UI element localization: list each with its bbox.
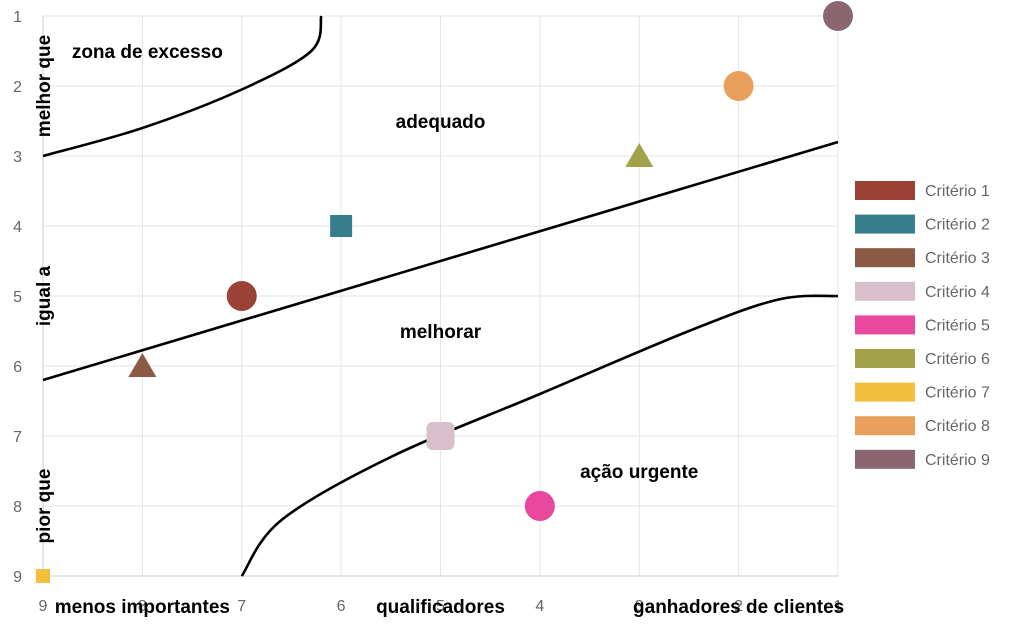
y-tick-label: 5 bbox=[13, 289, 22, 306]
legend-label: Critério 9 bbox=[925, 452, 990, 469]
zone-boundaries bbox=[42, 15, 839, 577]
x-tick-label: 1 bbox=[834, 598, 843, 615]
legend-label: Critério 5 bbox=[925, 317, 990, 334]
data-points bbox=[36, 1, 853, 583]
legend-swatch bbox=[855, 416, 915, 436]
data-point bbox=[128, 353, 157, 377]
legend-swatch bbox=[855, 382, 915, 402]
y-category-label: igual a bbox=[34, 265, 55, 326]
legend-swatch bbox=[855, 214, 915, 234]
y-category-label: melhor que bbox=[34, 35, 55, 137]
y-tick-label: 3 bbox=[13, 149, 22, 166]
y-tick-label: 2 bbox=[13, 79, 22, 96]
zone-label: ação urgente bbox=[580, 462, 698, 483]
x-tick-label: 7 bbox=[237, 598, 246, 615]
legend: Critério 1 Critério 2 Critério 3 Critério 4… bbox=[855, 181, 990, 469]
zone-labels: zona de excesso adequado melhorar ação urge… bbox=[72, 42, 699, 483]
legend-label: Critério 7 bbox=[925, 385, 990, 402]
y-axis-ticks: 1 2 3 4 5 6 7 8 9 bbox=[13, 9, 22, 586]
y-tick-label: 4 bbox=[13, 219, 22, 236]
x-tick-label: 9 bbox=[39, 598, 48, 615]
y-category-label: pior que bbox=[34, 469, 55, 544]
excess-curve bbox=[42, 15, 323, 158]
legend-swatch bbox=[855, 315, 915, 335]
legend-swatch bbox=[855, 281, 915, 301]
data-point bbox=[426, 422, 455, 450]
x-tick-label: 5 bbox=[436, 598, 445, 615]
adequate-line bbox=[42, 140, 839, 382]
legend-label: Critério 4 bbox=[925, 284, 990, 301]
urgent-curve bbox=[240, 294, 839, 577]
grid bbox=[42, 15, 839, 577]
data-point bbox=[625, 143, 654, 167]
legend-label: Critério 2 bbox=[925, 217, 990, 234]
zone-label: adequado bbox=[396, 112, 486, 133]
data-point bbox=[36, 569, 50, 583]
y-tick-label: 1 bbox=[13, 9, 22, 26]
legend-label: Critério 6 bbox=[925, 351, 990, 368]
legend-label: Critério 8 bbox=[925, 418, 990, 435]
zone-label: zona de excesso bbox=[72, 42, 223, 63]
x-tick-label: 2 bbox=[734, 598, 743, 615]
legend-label: Critério 1 bbox=[925, 183, 990, 200]
legend-swatch bbox=[855, 349, 915, 368]
x-tick-label: 3 bbox=[635, 598, 644, 615]
legend-swatch bbox=[855, 449, 915, 469]
legend-swatch bbox=[855, 248, 915, 268]
y-tick-label: 9 bbox=[13, 569, 22, 586]
data-point bbox=[226, 281, 257, 311]
x-tick-label: 6 bbox=[337, 598, 346, 615]
x-tick-label: 4 bbox=[535, 598, 544, 615]
y-tick-label: 8 bbox=[13, 499, 22, 516]
legend-label: Critério 3 bbox=[925, 250, 990, 267]
legend-swatch bbox=[855, 181, 915, 200]
data-point bbox=[723, 71, 754, 101]
x-axis-ticks: 9 8 7 6 5 4 3 2 1 bbox=[39, 598, 843, 615]
data-point bbox=[524, 491, 555, 521]
x-category-label: qualificadores bbox=[376, 597, 505, 618]
data-point bbox=[330, 215, 353, 237]
axis-category-labels: menos importantes qualificadores ganhadore… bbox=[34, 35, 844, 618]
x-category-label: menos importantes bbox=[55, 597, 230, 618]
y-tick-label: 7 bbox=[13, 429, 22, 446]
data-point bbox=[823, 1, 853, 31]
x-tick-label: 8 bbox=[138, 598, 147, 615]
y-tick-label: 6 bbox=[13, 359, 22, 376]
zone-label: melhorar bbox=[400, 322, 482, 343]
x-category-label: ganhadores de clientes bbox=[633, 597, 844, 618]
